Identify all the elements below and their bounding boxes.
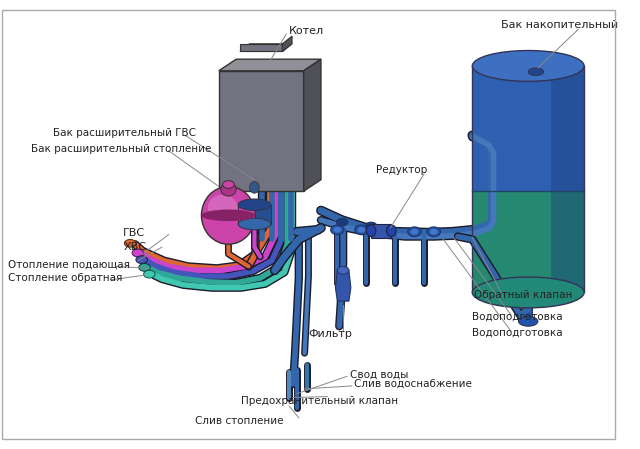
Polygon shape (472, 190, 584, 292)
Ellipse shape (337, 218, 348, 226)
Ellipse shape (381, 228, 389, 233)
Polygon shape (255, 205, 271, 224)
Ellipse shape (411, 229, 419, 235)
Ellipse shape (427, 227, 440, 237)
Ellipse shape (132, 249, 143, 257)
Ellipse shape (358, 227, 365, 233)
Polygon shape (550, 66, 584, 292)
Text: Обратный клапан: Обратный клапан (474, 291, 573, 300)
Ellipse shape (379, 226, 392, 236)
Ellipse shape (223, 180, 234, 188)
Text: Фильтр: Фильтр (308, 329, 352, 339)
Text: ХВС: ХВС (124, 242, 147, 252)
Ellipse shape (202, 186, 255, 244)
Polygon shape (335, 270, 351, 301)
Polygon shape (240, 44, 282, 52)
Ellipse shape (208, 194, 237, 220)
Text: Котел: Котел (289, 26, 324, 36)
Ellipse shape (472, 51, 584, 81)
Polygon shape (238, 205, 271, 224)
Ellipse shape (518, 317, 538, 326)
Text: Бак накопительный: Бак накопительный (501, 21, 618, 31)
Text: Стопление обратная: Стопление обратная (8, 273, 122, 283)
Ellipse shape (430, 229, 438, 235)
Ellipse shape (124, 239, 136, 247)
Ellipse shape (387, 225, 396, 237)
Text: Водоподготовка: Водоподготовка (472, 312, 563, 321)
Ellipse shape (221, 183, 236, 196)
Ellipse shape (136, 256, 147, 264)
Polygon shape (282, 36, 292, 52)
Ellipse shape (366, 225, 376, 237)
Text: Предохранительный клапан: Предохранительный клапан (241, 396, 398, 406)
Text: ГВС: ГВС (124, 228, 145, 238)
Ellipse shape (528, 68, 543, 75)
Ellipse shape (238, 218, 271, 230)
Text: Бак расширительный ГВС: Бак расширительный ГВС (53, 128, 196, 138)
Text: Слив стопление: Слив стопление (195, 416, 284, 426)
Polygon shape (240, 44, 292, 52)
Polygon shape (219, 71, 303, 191)
Polygon shape (303, 59, 321, 191)
Ellipse shape (202, 210, 255, 221)
Text: Отопление подающая: Отопление подающая (8, 260, 130, 269)
Ellipse shape (333, 227, 341, 233)
Text: Водоподготовка: Водоподготовка (472, 328, 563, 338)
Ellipse shape (472, 277, 584, 308)
Ellipse shape (408, 227, 421, 237)
Text: Слив водоснабжение: Слив водоснабжение (354, 379, 472, 389)
Ellipse shape (238, 199, 271, 211)
Ellipse shape (143, 270, 155, 278)
Text: Свод воды: Свод воды (350, 370, 408, 379)
Ellipse shape (365, 222, 377, 230)
Text: Редуктор: Редуктор (376, 165, 427, 175)
Text: Бак расширительный стопление: Бак расширительный стопление (31, 144, 211, 154)
Ellipse shape (337, 266, 349, 274)
Ellipse shape (250, 181, 259, 193)
Ellipse shape (355, 225, 368, 235)
Ellipse shape (139, 264, 150, 271)
Polygon shape (219, 59, 321, 71)
Polygon shape (371, 224, 391, 238)
Ellipse shape (331, 225, 344, 235)
Polygon shape (472, 66, 584, 190)
